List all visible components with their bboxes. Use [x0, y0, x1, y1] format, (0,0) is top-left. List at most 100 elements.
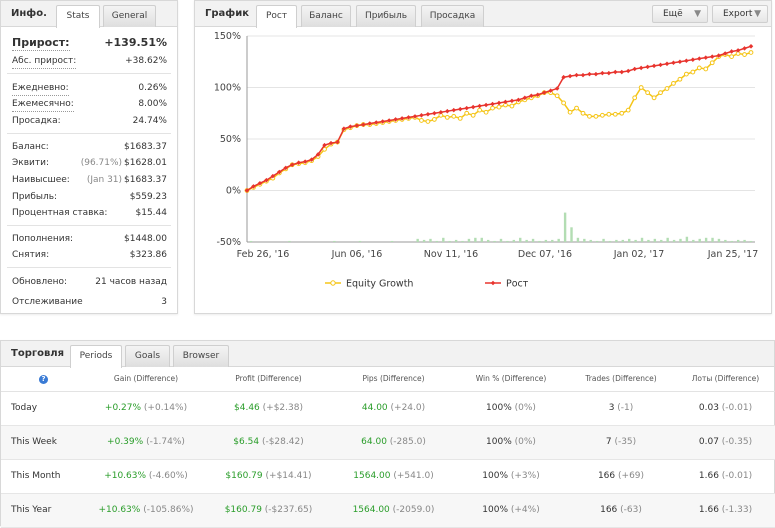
equity-growth-point	[683, 71, 689, 77]
profit-diff: (-$28.42)	[261, 437, 304, 447]
tab-growth[interactable]: Рост	[256, 5, 297, 28]
tab-profit[interactable]: Прибыль	[356, 5, 416, 27]
growth-point	[709, 54, 715, 59]
volume-bar	[429, 238, 432, 242]
column-header: Win % (Difference)	[456, 367, 566, 392]
profit-value: $6.54	[233, 437, 260, 447]
win-diff: (+3%)	[510, 471, 540, 481]
volume-bar	[442, 237, 445, 242]
profit-label: Прибыль:	[12, 192, 58, 202]
tab-general[interactable]: General	[103, 5, 156, 27]
pips-diff: (-2059.0)	[392, 505, 435, 515]
growth-point	[671, 60, 676, 66]
volume-bar	[717, 238, 721, 242]
pips-cell: 1564.00 (-2059.0)	[331, 493, 456, 528]
tab-browser[interactable]: Browser	[173, 345, 229, 367]
abs-growth-row: Абс. прирост: +38.62%	[12, 54, 167, 69]
equity-growth-point	[638, 85, 644, 90]
tab-goals[interactable]: Goals	[125, 345, 170, 367]
pips-value: 1564.00	[353, 471, 391, 481]
divider	[7, 267, 171, 268]
lots-value: 0.03	[698, 403, 719, 413]
profit-diff: (+$14.41)	[265, 471, 312, 481]
growth-point	[677, 59, 683, 65]
trades-cell: 166 (+69)	[566, 459, 676, 494]
growth-chart: 150% 100% 50% 0% -50%Feb 26, '16 Jun 06, '16 N…	[214, 31, 758, 290]
trades-value: 7	[605, 437, 612, 447]
volume-bar	[435, 240, 439, 242]
equity-growth-point	[451, 113, 457, 119]
abs-growth-value: +38.62%	[125, 56, 167, 66]
updated-label: Обновлено:	[12, 277, 68, 287]
help-header: ?	[1, 367, 86, 392]
table-header-row: ? Gain (Difference) Profit (Difference) …	[1, 367, 775, 392]
tab-stats[interactable]: Stats	[56, 5, 100, 28]
more-button[interactable]: Ещё ▼	[652, 5, 708, 23]
volume-bar	[704, 237, 708, 242]
growth-point	[613, 69, 618, 75]
volume-bar	[672, 239, 676, 242]
growth-point	[651, 63, 657, 69]
trades-cell: 3 (-1)	[566, 391, 676, 426]
tab-periods[interactable]: Periods	[70, 345, 122, 368]
drawdown-label: Просадка:	[12, 116, 61, 126]
balance-label: Баланс:	[12, 142, 49, 152]
interest-label: Процентная ставка:	[12, 208, 108, 218]
gain-cell: +10.63% (-4.60%)	[86, 459, 206, 494]
daily-row: Ежедневно: 0.26%	[12, 81, 167, 96]
volume-bar	[288, 240, 291, 242]
volume-bar	[416, 238, 419, 242]
volume-bar	[595, 240, 599, 242]
tab-balance[interactable]: Баланс	[301, 5, 351, 27]
tracking-label[interactable]: Отслеживание	[12, 297, 83, 307]
equity-growth-point	[425, 119, 431, 124]
drawdown-value: 24.74%	[132, 116, 167, 126]
monthly-label: Ежемесячно:	[12, 97, 74, 112]
period-label: This Month	[1, 459, 86, 494]
balance-value: $1683.37	[124, 142, 167, 152]
profit-value: $160.79	[224, 505, 262, 515]
volume-bar	[589, 239, 592, 242]
table-row: This Year +10.63% (-105.86%) $160.79 (-$23…	[1, 493, 775, 528]
volume-bar	[544, 239, 548, 242]
volume-bar	[480, 237, 483, 242]
volume-bar	[679, 238, 682, 242]
volume-bar	[583, 238, 586, 242]
tab-drawdown[interactable]: Просадка	[421, 5, 484, 27]
volume-bar	[333, 240, 336, 242]
export-button[interactable]: Export ▼	[712, 5, 768, 23]
table-row: This Month +10.63% (-4.60%) $160.79 (+$14.…	[1, 459, 775, 494]
period-label: Today	[1, 391, 86, 426]
win-value: 100%	[486, 437, 512, 447]
lots-cell: 0.03 (-0.01)	[676, 391, 775, 426]
withdrawals-label: Снятия:	[12, 250, 50, 260]
equity-growth-point	[658, 90, 663, 96]
equity-growth-point	[580, 110, 586, 116]
growth-point	[419, 113, 424, 118]
equity-growth-point	[729, 54, 735, 60]
x-tick-label: Dec 07, '16	[518, 249, 572, 260]
gain-value: +0.27%	[104, 403, 142, 413]
profit-row: Прибыль: $559.23	[12, 190, 167, 204]
equity-percent: (96.71%)	[80, 158, 123, 168]
divider	[7, 133, 171, 134]
legend-growth-marker	[490, 280, 496, 286]
growth-point	[535, 92, 541, 97]
periods-table: ? Gain (Difference) Profit (Difference) …	[1, 367, 775, 528]
lots-diff: (-0.01)	[721, 403, 753, 413]
growth-point	[367, 121, 373, 126]
lots-diff: (-1.33)	[721, 505, 753, 515]
gain-cell: +0.39% (-1.74%)	[86, 425, 206, 460]
pips-value: 64.00	[361, 437, 387, 447]
lots-cell: 1.66 (-0.01)	[676, 459, 775, 494]
help-icon[interactable]: ?	[39, 374, 48, 384]
win-value: 100%	[482, 471, 508, 481]
updated-row: Обновлено: 21 часов назад	[12, 275, 167, 289]
growth-point	[425, 112, 431, 117]
period-label: This Year	[1, 493, 86, 528]
growth-point	[625, 68, 631, 74]
pips-value: 1564.00	[352, 505, 390, 515]
growth-point	[742, 46, 747, 51]
pips-cell: 1564.00 (+541.0)	[331, 459, 456, 494]
equity-growth-point	[509, 103, 515, 109]
